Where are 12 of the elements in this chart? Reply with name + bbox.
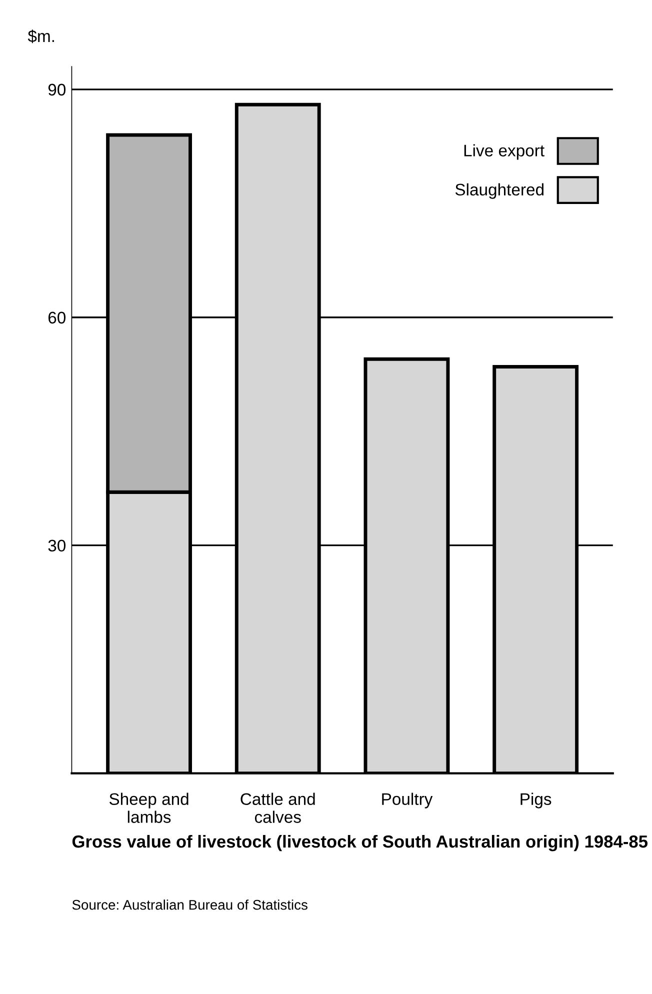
- x-tick-label: Sheep and lambs: [109, 792, 188, 823]
- x-tick-label: Poultry: [382, 792, 433, 808]
- y-tick-label: 30: [48, 540, 66, 552]
- text: Gross value of livestock (livestock of South Australian origin) 1984-85: [72, 834, 648, 852]
- x-tick-label: Pigs: [520, 792, 552, 808]
- legend-label: Live export: [464, 144, 544, 160]
- x-tick-label: Cattle and calves: [240, 792, 315, 823]
- y-axis-title: $m.: [28, 30, 54, 44]
- legend-label: Slaughtered: [455, 183, 544, 199]
- y-tick-label: 90: [48, 84, 66, 96]
- source-note: Source: Australian Bureau of Statistics: [72, 900, 308, 910]
- y-tick-label: 60: [48, 312, 66, 324]
